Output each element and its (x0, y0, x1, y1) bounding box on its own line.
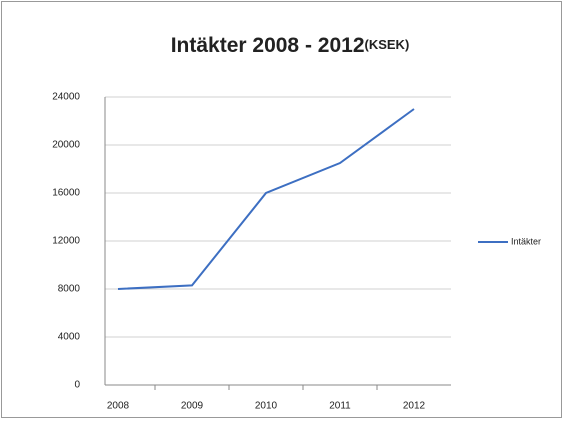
y-tick-label: 12000 (52, 236, 80, 247)
title-suffix: (KSEK) (365, 37, 410, 52)
x-tick-label: 2008 (107, 401, 130, 412)
y-tick-label: 0 (74, 380, 80, 391)
y-tick-label: 4000 (58, 332, 81, 343)
data-line (117, 108, 415, 290)
legend-label: Intäkter (511, 236, 541, 246)
x-tick-label: 2012 (403, 401, 426, 412)
x-tick-label: 2010 (255, 401, 278, 412)
chart-frame (1, 1, 562, 418)
x-tick-label: 2011 (329, 401, 351, 412)
x-tick-label: 2009 (181, 401, 204, 412)
title-main: Intäkter 2008 - 2012 (171, 34, 365, 57)
chart-title: Intäkter 2008 - 2012(KSEK) (171, 34, 410, 57)
y-tick-label: 8000 (58, 284, 81, 295)
y-tick-label: 20000 (52, 140, 80, 151)
y-tick-label: 16000 (52, 188, 80, 199)
y-tick-label: 24000 (52, 92, 80, 103)
